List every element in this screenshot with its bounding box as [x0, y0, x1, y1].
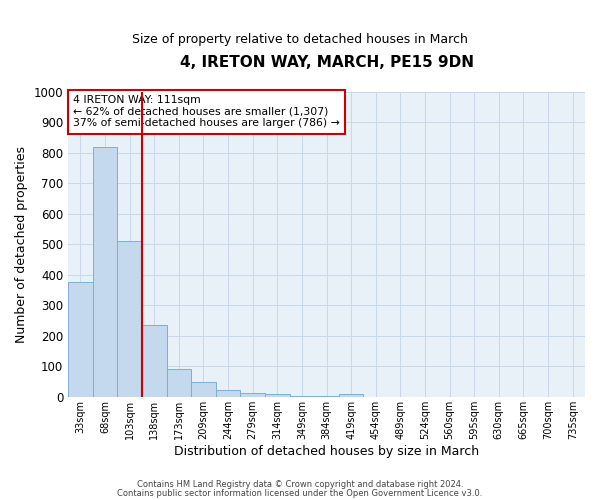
Bar — [117, 242, 142, 397]
Bar — [191, 382, 216, 397]
Bar — [68, 282, 92, 397]
Bar — [339, 394, 364, 397]
Bar — [290, 396, 314, 397]
Text: Contains HM Land Registry data © Crown copyright and database right 2024.: Contains HM Land Registry data © Crown c… — [137, 480, 463, 489]
Bar — [167, 370, 191, 397]
Text: 4 IRETON WAY: 111sqm
← 62% of detached houses are smaller (1,307)
37% of semi-de: 4 IRETON WAY: 111sqm ← 62% of detached h… — [73, 95, 340, 128]
Title: 4, IRETON WAY, MARCH, PE15 9DN: 4, IRETON WAY, MARCH, PE15 9DN — [179, 55, 473, 70]
Bar — [241, 392, 265, 397]
Bar — [216, 390, 241, 397]
Bar — [142, 325, 167, 397]
Bar — [265, 394, 290, 397]
Bar — [314, 396, 339, 397]
X-axis label: Distribution of detached houses by size in March: Distribution of detached houses by size … — [174, 444, 479, 458]
Bar — [92, 147, 117, 397]
Text: Contains public sector information licensed under the Open Government Licence v3: Contains public sector information licen… — [118, 488, 482, 498]
Text: Size of property relative to detached houses in March: Size of property relative to detached ho… — [132, 32, 468, 46]
Y-axis label: Number of detached properties: Number of detached properties — [15, 146, 28, 343]
